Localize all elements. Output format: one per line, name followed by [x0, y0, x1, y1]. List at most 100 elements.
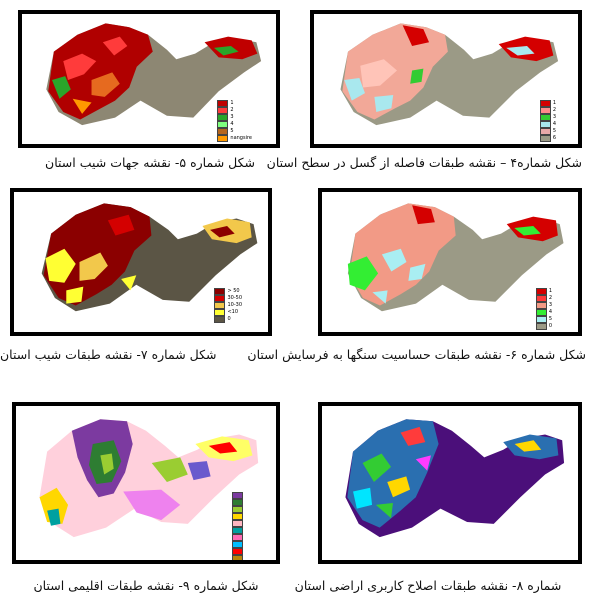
slope-classes-map [41, 203, 258, 312]
legend-swatch [535, 309, 547, 316]
legend-swatch [217, 107, 229, 114]
legend-swatch [217, 128, 229, 135]
legend-item: 1 [539, 100, 556, 107]
legend-label: 4 [552, 121, 556, 127]
rock-erosion-sensitivity-map [347, 203, 564, 312]
legend-item: nangsire [217, 135, 252, 142]
legend-swatch [214, 295, 226, 302]
legend-label: 0 [548, 323, 552, 329]
legend-item [232, 499, 243, 506]
legend-label: nangsire [230, 135, 252, 141]
fault-distance-map [340, 23, 559, 126]
legend-item: <10 [214, 309, 242, 316]
fig7-caption: شکل شماره ۷- نقشه طبقات شیب استان [0, 347, 217, 362]
legend-swatch [232, 527, 243, 534]
legend-swatch [535, 316, 547, 323]
legend-item: 5 [535, 316, 552, 323]
fig7-legend: > 50 30-50 10-30 <10 0 [214, 288, 242, 323]
legend-item: 5 [539, 128, 556, 135]
legend-label: 5 [552, 128, 556, 134]
legend-label: <10 [227, 309, 239, 315]
land-use-correction-map [345, 419, 565, 538]
legend-swatch [217, 114, 229, 121]
legend-item: 0 [535, 323, 552, 330]
legend-label: 4 [548, 309, 552, 315]
slope-aspect-map [46, 23, 262, 126]
figure-4-fault-distance-map: 1 2 3 4 5 6 [310, 10, 582, 148]
legend-item: 0 [214, 316, 242, 323]
legend-item [232, 555, 243, 560]
legend-item: 2 [539, 107, 556, 114]
legend-item: 30-50 [214, 295, 242, 302]
fig4-legend: 1 2 3 4 5 6 [539, 100, 556, 142]
legend-swatch [232, 548, 243, 555]
legend-item [232, 548, 243, 555]
legend-item [232, 513, 243, 520]
legend-swatch [217, 121, 229, 128]
legend-swatch [539, 114, 551, 121]
legend-item: 2 [217, 107, 252, 114]
legend-swatch [535, 295, 547, 302]
legend-label: 1 [230, 100, 234, 106]
figure-6-rock-erosion-sensitivity-map: 1 2 3 4 5 0 [318, 188, 582, 336]
legend-label: 2 [552, 107, 556, 113]
legend-label: 5 [230, 128, 234, 134]
legend-swatch [214, 302, 226, 309]
fig4-caption: شکل شماره۴ – نقشه طبقات فاصله از گسل در … [266, 155, 582, 170]
legend-item: 3 [539, 114, 556, 121]
legend-label: 3 [552, 114, 556, 120]
legend-swatch [539, 135, 551, 142]
legend-swatch [232, 513, 243, 520]
legend-item: > 50 [214, 288, 242, 295]
legend-swatch [232, 506, 243, 513]
legend-swatch [214, 316, 226, 323]
legend-swatch [232, 534, 243, 541]
legend-item [232, 520, 243, 527]
fig5-legend: 1 2 3 4 5 nangsire [217, 100, 252, 142]
legend-swatch [232, 499, 243, 506]
legend-label: 6 [552, 135, 556, 141]
legend-label: 2 [230, 107, 234, 113]
legend-swatch [535, 288, 547, 295]
legend-item: 5 [217, 128, 252, 135]
legend-label: 3 [548, 302, 552, 308]
legend-swatch [232, 520, 243, 527]
legend-item: 6 [539, 135, 556, 142]
legend-label: 30-50 [227, 295, 242, 301]
legend-label: 1 [548, 288, 552, 294]
legend-item: 3 [217, 114, 252, 121]
fig5-caption: شکل شماره ۵- نقشه جهات شیب استان [45, 155, 255, 170]
legend-label: 0 [227, 316, 231, 322]
legend-item [232, 492, 243, 499]
legend-swatch [232, 541, 243, 548]
fig8-caption: شماره ۸- نقشه طبقات اصلاح کاربری اراضی ا… [294, 578, 562, 593]
legend-swatch [535, 323, 547, 330]
climate-classes-map [39, 419, 259, 538]
legend-swatch [232, 492, 243, 499]
legend-label: 5 [548, 316, 552, 322]
legend-swatch [214, 309, 226, 316]
figure-5-slope-aspect-map: 1 2 3 4 5 nangsire [18, 10, 280, 148]
legend-item: 10-30 [214, 302, 242, 309]
legend-swatch [539, 128, 551, 135]
legend-item: 4 [535, 309, 552, 316]
figure-9-climate-classes-map [12, 402, 280, 564]
figure-7-slope-classes-map: > 50 30-50 10-30 <10 0 [10, 188, 272, 336]
legend-swatch [535, 302, 547, 309]
legend-label: 4 [230, 121, 234, 127]
fig9-caption: شکل شماره ۹- نقشه طبقات اقلیمی استان [33, 578, 259, 593]
legend-swatch [217, 135, 229, 142]
legend-label: 1 [552, 100, 556, 106]
legend-item: 1 [535, 288, 552, 295]
legend-label: 2 [548, 295, 552, 301]
legend-item [232, 541, 243, 548]
legend-swatch [214, 288, 226, 295]
legend-swatch [539, 121, 551, 128]
legend-swatch [232, 555, 243, 560]
fig6-caption: شکل شماره ۶- نقشه طبقات حساسیت سنگها به … [247, 347, 586, 362]
legend-swatch [539, 107, 551, 114]
legend-item: 2 [535, 295, 552, 302]
legend-item [232, 506, 243, 513]
legend-item: 3 [535, 302, 552, 309]
legend-item: 4 [217, 121, 252, 128]
